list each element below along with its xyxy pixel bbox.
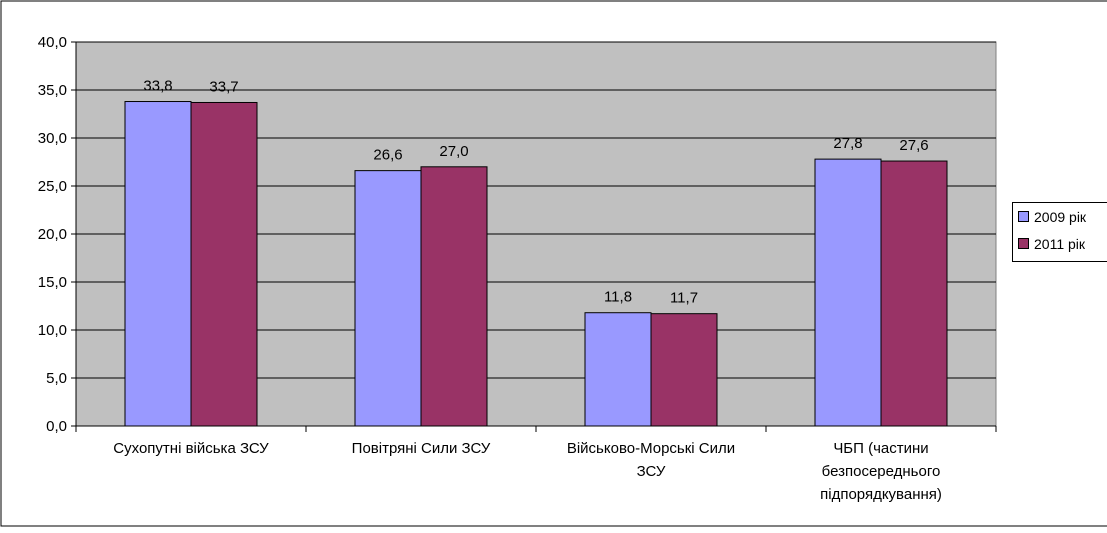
x-tick-label-line: ЗСУ: [637, 463, 666, 480]
bar-2011: [420, 166, 488, 427]
x-tick-label-line: ЧБП (частини: [833, 440, 928, 457]
y-tick-label: 30,0: [38, 130, 67, 147]
legend-swatch-2009: [1018, 211, 1029, 222]
legend: 2009 рік 2011 рік: [1012, 202, 1107, 262]
x-tick-label: ЧБП (частини безпосереднього підпорядкуван…: [820, 440, 942, 503]
data-label: 33,7: [209, 78, 238, 95]
bar-2009: [814, 158, 882, 427]
x-axis: Сухопутні війська ЗСУ Повітряні Сили ЗСУ В…: [75, 425, 997, 503]
legend-swatch-2011: [1018, 238, 1029, 249]
y-tick-label: 35,0: [38, 82, 67, 99]
y-tick-label: 0,0: [46, 418, 67, 435]
data-label: 27,6: [899, 137, 928, 154]
bar-2011: [190, 101, 258, 427]
data-label: 33,8: [143, 78, 172, 95]
y-tick-label: 20,0: [38, 226, 67, 243]
x-tick-label-line: підпорядкування): [820, 486, 942, 503]
x-tick-label-line: Повітряні Сили ЗСУ: [352, 440, 491, 457]
bars: [124, 101, 948, 427]
data-label: 26,6: [373, 147, 402, 164]
x-tick-label-line: безпосереднього: [822, 463, 941, 480]
y-axis: 0,0 5,0 10,0 15,0 20,0 25,0 30,0 35,0 40,0: [38, 34, 77, 435]
x-tick-label: Військово-Морські Сили ЗСУ: [567, 440, 735, 480]
x-tick-label-line: Військово-Морські Сили: [567, 440, 735, 457]
y-tick-label: 40,0: [38, 34, 67, 51]
y-tick-label: 15,0: [38, 274, 67, 291]
data-label: 11,7: [670, 290, 698, 307]
legend-item-2009: 2009 рік: [1018, 209, 1086, 225]
y-tick-label: 25,0: [38, 178, 67, 195]
x-tick-label: Повітряні Сили ЗСУ: [352, 440, 491, 457]
data-label: 11,8: [604, 289, 632, 306]
data-label: 27,8: [833, 135, 862, 152]
bar-2011: [650, 313, 718, 427]
data-label: 27,0: [439, 143, 468, 160]
bar-2009: [354, 170, 422, 427]
data-labels: 33,8 33,7 26,6 27,0 11,8 11,7 27,8 27,6: [143, 78, 928, 307]
x-tick-label-line: Сухопутні війська ЗСУ: [113, 440, 269, 457]
bar-2009: [124, 101, 192, 427]
bar-2011: [880, 160, 948, 427]
legend-item-2011: 2011 рік: [1018, 236, 1085, 252]
legend-label-2011: 2011 рік: [1034, 236, 1086, 252]
legend-label-2009: 2009 рік: [1034, 209, 1087, 225]
y-tick-label: 5,0: [46, 370, 67, 387]
bar-2009: [584, 312, 652, 427]
y-tick-label: 10,0: [38, 322, 67, 339]
x-tick-label: Сухопутні війська ЗСУ: [113, 440, 269, 457]
